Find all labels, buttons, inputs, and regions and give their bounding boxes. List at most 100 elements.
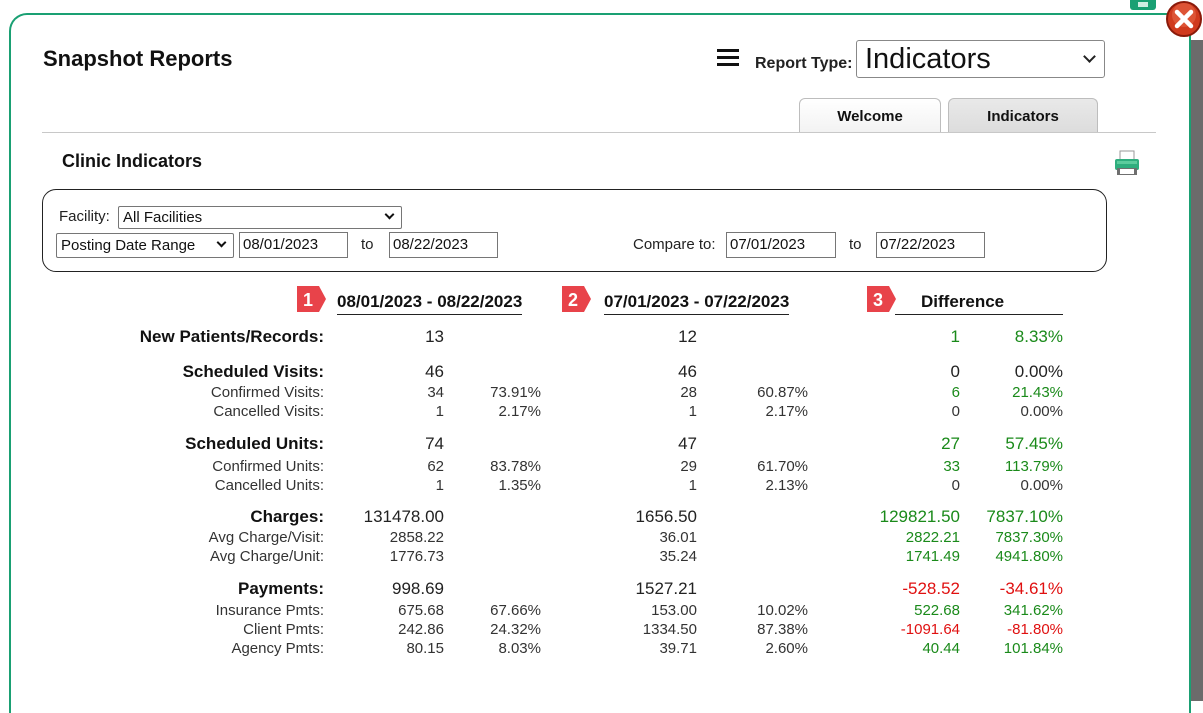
avg-charge-unit-p2-value: 35.24 <box>659 548 697 565</box>
from-date-input[interactable]: 08/01/2023 <box>239 232 348 258</box>
client-pmts-p2pct-value: 87.38% <box>757 621 808 638</box>
agency-pmts-p2-value: 39.71 <box>659 640 697 657</box>
scheduled-visits-label: Scheduled Visits: <box>182 362 324 381</box>
scheduled-units-diffpct-value: 57.45% <box>1005 434 1063 453</box>
scheduled-units-diff-value: 27 <box>941 434 960 453</box>
confirmed-units-p1-value: 62 <box>427 458 444 475</box>
cancelled-units-diffpct-value: 0.00% <box>1020 477 1063 494</box>
cancelled-units-p1pct-value: 1.35% <box>498 477 541 494</box>
cancelled-units-p2-value: 1 <box>688 477 697 494</box>
payments-p2-value: 1527.21 <box>635 579 697 598</box>
scrollbar[interactable] <box>1188 40 1203 701</box>
agency-pmts-diffpct-value: 101.84% <box>1003 640 1063 657</box>
client-pmts-diffpct-value: -81.80% <box>1007 621 1063 638</box>
cancelled-visits-p1-value: 1 <box>435 403 444 420</box>
chevron-down-icon <box>216 237 227 248</box>
facility-select[interactable]: All Facilities <box>118 206 402 229</box>
scheduled-units-label: Scheduled Units: <box>185 434 324 453</box>
badge-2-text: 2 <box>568 290 578 310</box>
avg-charge-visit-p2-value: 36.01 <box>659 529 697 546</box>
page-title: Snapshot Reports <box>43 46 233 71</box>
confirmed-visits-diffpct-value: 21.43% <box>1012 384 1063 401</box>
badge-1-icon: 1 <box>295 284 327 314</box>
compare-from-input[interactable]: 07/01/2023 <box>726 232 836 258</box>
avg-charge-unit-diffpct-value: 4941.80% <box>995 548 1063 565</box>
scheduled-visits-p1-value: 46 <box>425 362 444 381</box>
insurance-pmts-p2pct-value: 10.02% <box>757 602 808 619</box>
client-pmts-p1-value: 242.86 <box>398 621 444 638</box>
confirmed-units-p2-value: 29 <box>680 458 697 475</box>
confirmed-units-label: Confirmed Units: <box>212 458 324 475</box>
new-patients-p1-value: 13 <box>425 327 444 346</box>
column-header-period1: 08/01/2023 - 08/22/2023 <box>337 292 523 315</box>
date-range-select[interactable]: Posting Date Range <box>56 233 234 258</box>
avg-charge-visit-diffpct-value: 7837.30% <box>995 529 1063 546</box>
payments-diff-value: -528.52 <box>902 579 960 598</box>
new-patients-diffpct-value: 8.33% <box>1014 327 1063 346</box>
to-label: to <box>361 236 374 253</box>
badge-1-text: 1 <box>303 290 313 310</box>
cancelled-visits-p2-value: 1 <box>688 403 697 420</box>
cancelled-visits-diff-value: 0 <box>951 403 960 420</box>
close-icon[interactable] <box>1165 0 1203 38</box>
tab-indicators[interactable]: Indicators <box>948 98 1098 133</box>
insurance-pmts-p1pct-value: 67.66% <box>490 602 541 619</box>
confirmed-visits-p2pct-value: 60.87% <box>757 384 808 401</box>
agency-pmts-p2pct-value: 2.60% <box>765 640 808 657</box>
avg-charge-unit-label: Avg Charge/Unit: <box>210 548 324 565</box>
badge-3-text: 3 <box>873 290 883 310</box>
cancelled-visits-label: Cancelled Visits: <box>213 403 324 420</box>
column-header-difference: Difference <box>895 292 1063 315</box>
cancelled-visits-p2pct-value: 2.17% <box>765 403 808 420</box>
compare-to-input[interactable]: 07/22/2023 <box>876 232 985 258</box>
client-pmts-label: Client Pmts: <box>243 621 324 638</box>
confirmed-units-p2pct-value: 61.70% <box>757 458 808 475</box>
date-range-value: Posting Date Range <box>61 237 196 254</box>
charges-p2-value: 1656.50 <box>635 507 697 526</box>
badge-2-icon: 2 <box>560 284 592 314</box>
confirmed-units-diff-value: 33 <box>943 458 960 475</box>
client-pmts-p1pct-value: 24.32% <box>490 621 541 638</box>
client-pmts-diff-value: -1091.64 <box>900 621 960 638</box>
badge-3-icon: 3 <box>865 284 897 314</box>
cancelled-units-p1-value: 1 <box>435 477 444 494</box>
scheduled-visits-diffpct-value: 0.00% <box>1014 362 1063 381</box>
divider <box>42 132 1156 133</box>
confirmed-visits-p2-value: 28 <box>680 384 697 401</box>
scheduled-visits-p2-value: 46 <box>678 362 697 381</box>
agency-pmts-p1-value: 80.15 <box>406 640 444 657</box>
new-patients-label: New Patients/Records: <box>139 327 324 346</box>
scheduled-units-p2-value: 47 <box>678 434 697 453</box>
printer-icon[interactable] <box>1113 150 1141 176</box>
confirmed-visits-label: Confirmed Visits: <box>210 384 324 401</box>
section-title: Clinic Indicators <box>62 151 203 171</box>
new-patients-diff-value: 1 <box>950 327 960 346</box>
cancelled-units-diff-value: 0 <box>951 477 960 494</box>
confirmed-visits-p1-value: 34 <box>427 384 444 401</box>
insurance-pmts-diff-value: 522.68 <box>914 602 960 619</box>
to-date-input[interactable]: 08/22/2023 <box>389 232 498 258</box>
tab-welcome[interactable]: Welcome <box>799 98 941 133</box>
menu-icon[interactable] <box>717 49 739 67</box>
cancelled-visits-p1pct-value: 2.17% <box>498 403 541 420</box>
insurance-pmts-label: Insurance Pmts: <box>215 602 324 619</box>
cancelled-units-label: Cancelled Units: <box>214 477 324 494</box>
report-type-label: Report Type: <box>755 55 853 72</box>
chevron-down-icon <box>384 209 395 220</box>
report-type-value: Indicators <box>865 43 991 75</box>
chevron-down-icon <box>1083 50 1096 63</box>
compare-to-label: to <box>849 236 862 253</box>
facility-label: Facility: <box>59 208 110 225</box>
avg-charge-unit-diff-value: 1741.49 <box>905 548 960 565</box>
charges-p1-value: 131478.00 <box>363 507 444 526</box>
insurance-pmts-diffpct-value: 341.62% <box>1003 602 1063 619</box>
agency-pmts-label: Agency Pmts: <box>231 640 324 657</box>
cancelled-visits-diffpct-value: 0.00% <box>1020 403 1063 420</box>
client-pmts-p2-value: 1334.50 <box>642 621 697 638</box>
confirmed-visits-diff-value: 6 <box>951 384 960 401</box>
scheduled-units-p1-value: 74 <box>425 434 444 453</box>
report-type-select[interactable]: Indicators <box>856 40 1105 78</box>
avg-charge-unit-p1-value: 1776.73 <box>389 548 444 565</box>
charges-label: Charges: <box>250 507 324 526</box>
payments-label: Payments: <box>238 579 324 598</box>
